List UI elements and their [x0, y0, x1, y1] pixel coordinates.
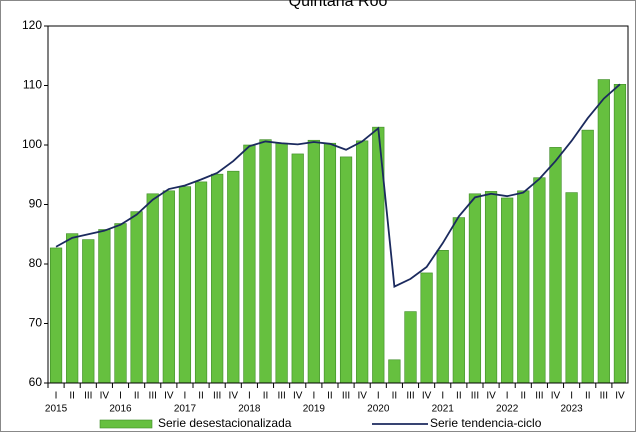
year-label: 2022: [496, 404, 519, 415]
x-tick-label: III: [600, 391, 608, 402]
x-tick-label: I: [441, 391, 444, 402]
bar: [356, 140, 369, 384]
x-tick-label: IV: [422, 391, 432, 402]
year-label: 2017: [174, 404, 197, 415]
y-tick-label: 70: [29, 316, 43, 330]
bar: [307, 139, 320, 384]
bar: [275, 142, 288, 384]
bar: [420, 272, 433, 384]
x-tick-label: I: [506, 391, 509, 402]
bar: [468, 193, 482, 384]
y-tick-label: 60: [29, 375, 43, 389]
y-tick-label: 120: [22, 18, 42, 32]
bar: [404, 311, 417, 384]
year-label: 2023: [560, 404, 583, 415]
year-label: 2015: [45, 404, 68, 415]
x-tick-label: I: [248, 391, 251, 402]
y-tick-label: 90: [29, 197, 43, 211]
x-tick-label: IV: [486, 391, 496, 402]
x-tick-label: II: [69, 391, 75, 402]
bar: [613, 84, 627, 384]
bar: [323, 142, 337, 384]
x-tick-label: IV: [293, 391, 303, 402]
x-tick-label: I: [184, 391, 187, 402]
bar: [597, 79, 610, 384]
x-tick-label: III: [84, 391, 92, 402]
bar: [452, 217, 465, 384]
x-tick-label: IV: [357, 391, 367, 402]
x-tick-label: II: [456, 391, 462, 402]
bar: [98, 229, 111, 384]
x-tick-label: IV: [100, 391, 110, 402]
bar: [146, 193, 159, 384]
x-tick-label: II: [392, 391, 398, 402]
trend-line: [55, 83, 621, 288]
x-tick-label: III: [535, 391, 543, 402]
x-tick-label: IV: [229, 391, 239, 402]
x-tick-label: III: [149, 391, 157, 402]
x-tick-label: I: [119, 391, 122, 402]
y-tick-label: 100: [22, 137, 42, 151]
bar: [259, 139, 272, 384]
bar: [82, 239, 95, 384]
bar: [49, 247, 63, 384]
x-tick-label: III: [277, 391, 285, 402]
bar: [533, 177, 546, 384]
bar: [291, 153, 304, 384]
chart-title: Quintana Roo: [289, 0, 388, 10]
bar: [178, 186, 192, 384]
bar: [114, 223, 127, 384]
y-tick-label: 110: [23, 78, 42, 92]
x-tick-label: II: [263, 391, 269, 402]
y-tick-label: 80: [29, 256, 43, 270]
x-tick-label: IV: [164, 391, 174, 402]
bar: [162, 190, 175, 384]
x-tick-label: I: [312, 391, 315, 402]
bar: [227, 170, 240, 384]
x-tick-label: I: [55, 391, 58, 402]
year-label: 2016: [109, 404, 132, 415]
year-label: 2020: [367, 404, 390, 415]
bar: [243, 144, 256, 384]
bar: [501, 197, 514, 384]
bar: [517, 190, 530, 384]
x-tick-label: III: [406, 391, 414, 402]
bar: [484, 191, 498, 384]
bar: [130, 211, 143, 384]
x-tick-label: II: [327, 391, 333, 402]
x-tick-label: IV: [551, 391, 561, 402]
bar: [436, 250, 449, 384]
x-tick-label: III: [213, 391, 221, 402]
bar: [581, 129, 594, 384]
x-tick-label: I: [570, 391, 573, 402]
x-tick-label: IV: [615, 391, 625, 402]
bar: [66, 233, 79, 384]
x-tick-label: III: [342, 391, 350, 402]
bar: [211, 173, 224, 384]
year-label: 2021: [432, 404, 455, 415]
x-tick-label: III: [471, 391, 479, 402]
x-tick-label: II: [520, 391, 526, 402]
bar: [565, 192, 578, 384]
legend-swatch: [99, 419, 153, 429]
legend-label: Serie desestacionalizada: [158, 416, 292, 430]
plot-border: [47, 25, 629, 384]
bar: [339, 156, 353, 384]
x-tick-label: II: [585, 391, 591, 402]
x-tick-label: II: [134, 391, 140, 402]
x-tick-label: II: [198, 391, 204, 402]
year-label: 2018: [238, 404, 261, 415]
legend-label: Serie tendencia-ciclo: [430, 416, 542, 430]
bar: [549, 147, 562, 384]
bar: [388, 359, 401, 384]
year-label: 2019: [303, 404, 326, 415]
bar: [194, 181, 208, 384]
x-tick-label: I: [377, 391, 380, 402]
